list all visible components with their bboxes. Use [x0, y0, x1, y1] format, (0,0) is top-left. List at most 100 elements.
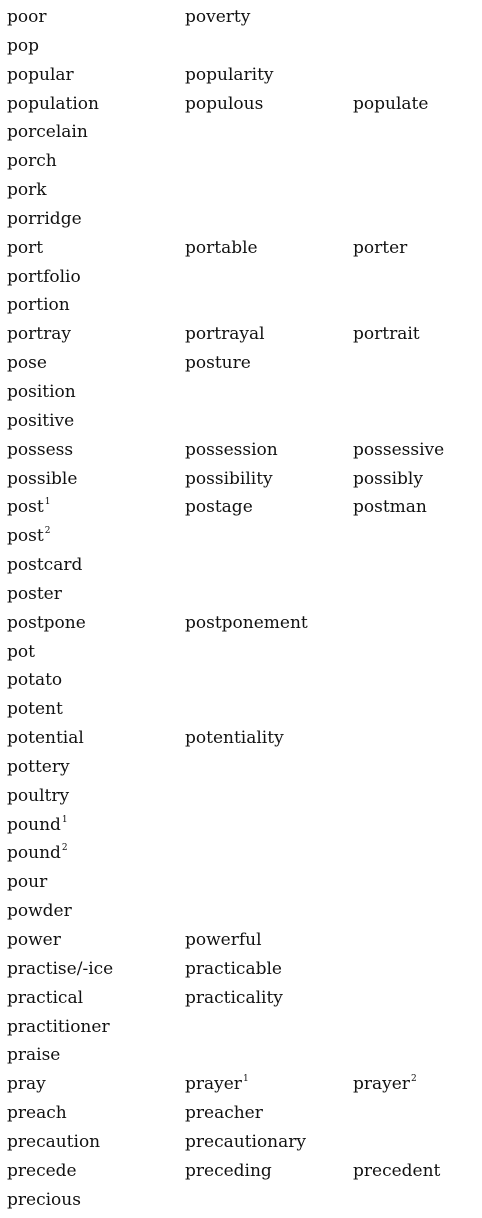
word-row: portfolio — [0, 263, 482, 292]
related-word: postponement — [185, 609, 308, 637]
word-row: praise — [0, 1041, 482, 1070]
word-row: pottery — [0, 753, 482, 782]
word-text: port — [7, 237, 44, 258]
word-text: practical — [7, 987, 84, 1008]
headword: positive — [7, 407, 74, 435]
word-text: poultry — [7, 785, 70, 806]
headword: possible — [7, 465, 77, 493]
word-text: porter — [353, 237, 408, 258]
headword: powder — [7, 897, 72, 925]
word-text: pound — [7, 814, 61, 835]
word-text: practitioner — [7, 1016, 110, 1037]
word-text: popular — [7, 64, 74, 85]
word-row: pork — [0, 176, 482, 205]
word-row: practical practicality — [0, 984, 482, 1013]
word-text: post — [7, 497, 44, 518]
related-word: precedent — [353, 1157, 440, 1185]
word-row: porridge — [0, 205, 482, 234]
headword: post2 — [7, 522, 50, 553]
headword: poor — [7, 3, 46, 31]
related-word: portrayal — [185, 320, 265, 348]
word-text: prayer — [353, 1074, 410, 1095]
word-text: pot — [7, 641, 35, 662]
word-row: potential potentiality — [0, 724, 482, 753]
headword: position — [7, 378, 76, 406]
headword: practitioner — [7, 1013, 110, 1041]
word-text: post — [7, 526, 44, 547]
word-text: precautionary — [185, 1131, 306, 1152]
word-text: porridge — [7, 208, 82, 229]
headword: pot — [7, 638, 35, 666]
headword: precious — [7, 1186, 81, 1214]
word-text: preacher — [185, 1103, 263, 1124]
word-row: pound1 — [0, 811, 482, 840]
headword: port — [7, 234, 43, 262]
headword: portfolio — [7, 263, 81, 291]
homonym-number: 2 — [61, 843, 68, 854]
word-text: possessive — [353, 439, 445, 460]
headword: pose — [7, 349, 47, 377]
word-text: pose — [7, 353, 47, 374]
homonym-number: 1 — [242, 1074, 249, 1085]
headword: postcard — [7, 551, 82, 579]
word-text: pound — [7, 843, 61, 864]
headword: possess — [7, 436, 73, 464]
word-row: powder — [0, 897, 482, 926]
headword: pour — [7, 868, 47, 896]
word-row: port portable porter — [0, 234, 482, 263]
headword: potential — [7, 724, 84, 752]
word-text: practicable — [185, 958, 282, 979]
word-text: portray — [7, 324, 71, 345]
homonym-number: 2 — [44, 526, 51, 537]
word-row: potato — [0, 666, 482, 695]
word-text: precedent — [353, 1160, 441, 1181]
word-row: pray prayer1 prayer2 — [0, 1070, 482, 1099]
related-word: posture — [185, 349, 251, 377]
word-text: powder — [7, 901, 72, 922]
related-word: prayer1 — [185, 1070, 249, 1101]
word-row: pound2 — [0, 839, 482, 868]
word-text: populate — [353, 93, 429, 114]
word-text: postponement — [185, 612, 308, 633]
word-row: postpone postponement — [0, 609, 482, 638]
word-text: pop — [7, 35, 39, 56]
headword: potent — [7, 695, 63, 723]
word-row: population populous populate — [0, 90, 482, 119]
homonym-number: 1 — [61, 814, 68, 825]
word-text: potent — [7, 699, 63, 720]
word-text: preach — [7, 1103, 67, 1124]
headword: porridge — [7, 205, 82, 233]
word-text: postpone — [7, 612, 86, 633]
headword: poultry — [7, 782, 69, 810]
word-row: power powerful — [0, 926, 482, 955]
related-word: possibility — [185, 465, 273, 493]
headword: pray — [7, 1070, 46, 1098]
word-row: poster — [0, 580, 482, 609]
word-text: portion — [7, 295, 70, 316]
word-text: poster — [7, 583, 62, 604]
related-word: practicality — [185, 984, 283, 1012]
headword: practical — [7, 984, 83, 1012]
related-word: preacher — [185, 1099, 263, 1127]
word-text: possibly — [353, 468, 423, 489]
word-text: potato — [7, 670, 63, 691]
headword: portray — [7, 320, 71, 348]
headword: precaution — [7, 1128, 100, 1156]
related-word: portable — [185, 234, 258, 262]
word-row: pot — [0, 638, 482, 667]
word-text: precaution — [7, 1131, 101, 1152]
word-row: popular popularity — [0, 61, 482, 90]
word-row: position — [0, 378, 482, 407]
headword: post1 — [7, 493, 50, 524]
word-text: pork — [7, 180, 47, 201]
word-row: preach preacher — [0, 1099, 482, 1128]
related-word: poverty — [185, 3, 250, 31]
word-row: poor poverty — [0, 3, 482, 32]
word-text: pour — [7, 872, 48, 893]
word-text: possession — [185, 439, 278, 460]
word-row: poultry — [0, 782, 482, 811]
word-row: pop — [0, 32, 482, 61]
word-text: precious — [7, 1189, 81, 1210]
related-word: practicable — [185, 955, 282, 983]
word-row: practise/-ice practicable — [0, 955, 482, 984]
